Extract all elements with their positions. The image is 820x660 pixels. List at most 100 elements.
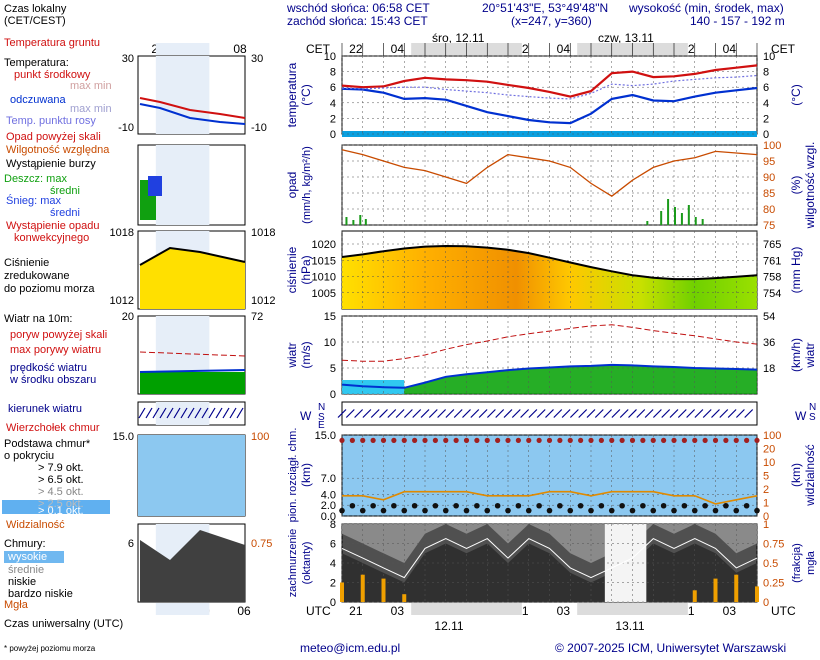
wind-arrow xyxy=(644,409,654,418)
wind-arrow xyxy=(420,409,430,418)
legend-high-swatch xyxy=(4,551,64,563)
legend-conv: Wystąpienie opadu xyxy=(6,220,99,232)
fog-bar xyxy=(692,590,697,602)
bottom-hour-label: 03 xyxy=(723,604,737,618)
wind-arrow xyxy=(719,409,729,418)
wind-arrow xyxy=(536,409,546,418)
legend-mid-point: punkt środkowy xyxy=(14,69,91,81)
cb-tick-left: 4.0 xyxy=(321,489,336,501)
ylabel-fog: mgła xyxy=(805,550,817,575)
leg-temp-tick: -10 xyxy=(118,122,134,134)
cet-right: CET xyxy=(771,42,796,56)
cloud-top-dot xyxy=(712,437,719,443)
leg-cb-tick: 15.0 xyxy=(113,431,134,443)
legend-wind-arrow xyxy=(187,407,195,419)
wind-arrow xyxy=(611,409,621,418)
ylabel-temp-r: (°C) xyxy=(789,84,803,105)
legend-temperature: Temperatura: xyxy=(4,57,69,69)
fog-bar xyxy=(340,582,344,602)
legend-local-time: Czas lokalny xyxy=(4,3,67,15)
cloud-base-dot xyxy=(588,507,594,514)
cloud-base-dot xyxy=(681,502,688,509)
wind-arrow xyxy=(694,409,704,418)
wind-arrow xyxy=(677,409,687,418)
legend-snow-max: Śnieg: max xyxy=(6,194,62,207)
cloud-top-dot xyxy=(619,437,625,443)
cloud-base-dot xyxy=(339,507,345,514)
wind-arrow xyxy=(744,409,754,418)
vis-tick: 5 xyxy=(763,471,769,483)
wind-arrow xyxy=(603,409,613,418)
vis-tick: 2 xyxy=(763,484,769,496)
ylabel-pres-unit: (hPa) xyxy=(299,255,313,284)
wind-arrow xyxy=(561,409,571,418)
wind-arrow xyxy=(669,409,679,418)
dir-n: N xyxy=(318,402,325,413)
cloud-base-dot xyxy=(453,502,459,509)
wind-arrow xyxy=(520,409,530,418)
fog-bar xyxy=(360,574,365,602)
height-values: 140 - 157 - 192 m xyxy=(690,14,785,28)
legend-cloud-base: Podstawa chmur* xyxy=(4,438,91,450)
ylabel-hum-unit: (%) xyxy=(789,176,803,195)
cloud-base-dot xyxy=(380,507,387,514)
vis-tick: 20 xyxy=(763,444,775,456)
wind-arrow xyxy=(462,409,471,418)
cc-tick-left: 4 xyxy=(330,558,336,570)
cloud-base-dot xyxy=(484,507,491,514)
legend-day-band xyxy=(155,145,210,225)
legend-max-min-2: max min xyxy=(70,103,112,115)
cloud-top-dot xyxy=(723,437,729,443)
wind-arrow xyxy=(702,409,712,418)
temp-tick-left: 8 xyxy=(330,67,336,79)
legend-wind-speed: prędkość wiatru xyxy=(10,362,87,374)
series-temperature xyxy=(341,64,758,98)
top-hour-label: 04 xyxy=(557,42,571,56)
temp-tick-right: 10 xyxy=(763,51,775,63)
fog-tick: 0.5 xyxy=(763,558,778,570)
cloud-base-dot xyxy=(391,502,397,509)
legend-snow-bar xyxy=(148,176,162,196)
fog-bar xyxy=(381,578,386,602)
wind-arrow xyxy=(478,409,488,418)
leg-pres-tick-r: 1018 xyxy=(251,227,275,239)
legend-feels-line xyxy=(139,103,246,125)
cc-tick-left: 8 xyxy=(330,519,336,531)
cet-left: CET xyxy=(306,42,331,56)
vis-tick: 10 xyxy=(763,457,775,469)
legend-pressure: Ciśnienie xyxy=(4,257,49,269)
temp-tick-right: 6 xyxy=(763,82,769,94)
legend-local-time-sub: (CET/CEST) xyxy=(4,15,66,27)
wind-arrow xyxy=(661,409,671,418)
series-feels_like xyxy=(341,86,758,125)
precip-bar xyxy=(660,211,663,225)
wind-arrow xyxy=(362,409,372,418)
cloud-top-dot xyxy=(629,437,636,443)
sunset: zachód słońca: 15:43 CET xyxy=(287,14,428,28)
legend-day-band xyxy=(155,56,210,134)
cloud-base-dot xyxy=(401,507,408,514)
dir-n-r: N xyxy=(809,402,816,413)
cloud-top-dot xyxy=(536,437,542,443)
leg-temp-tick-r: -10 xyxy=(251,122,267,134)
legend-utc: Czas uniwersalny (UTC) xyxy=(4,618,123,630)
legend-conv-2: konwekcyjnego xyxy=(14,232,89,244)
legend-cloud-top: Wierzchołek chmur xyxy=(6,422,100,434)
pres-tick-right: 754 xyxy=(763,288,781,300)
fog-bar xyxy=(734,574,739,602)
legend-wind-arrow xyxy=(201,407,209,419)
cloud-base-dot xyxy=(660,502,667,509)
legend-wind-arrow xyxy=(215,407,223,419)
date-wed: śro, 12.11 xyxy=(432,31,485,45)
wind-arrow xyxy=(628,409,637,418)
cloud-top-dot xyxy=(495,437,501,443)
legend-day-strip xyxy=(155,603,210,615)
precip-bar xyxy=(352,220,355,225)
ylabel-prec-unit: (mm/h, kg/m²/h) xyxy=(301,146,313,224)
hum-tick: 80 xyxy=(763,204,775,216)
wind-arrow xyxy=(412,409,422,418)
contact-email[interactable]: meteo@icm.edu.pl xyxy=(300,641,401,655)
cloud-base-dot xyxy=(743,502,750,509)
legend-pressure-area xyxy=(140,248,245,309)
footnote: * powyżej poziomu morza xyxy=(4,644,96,653)
